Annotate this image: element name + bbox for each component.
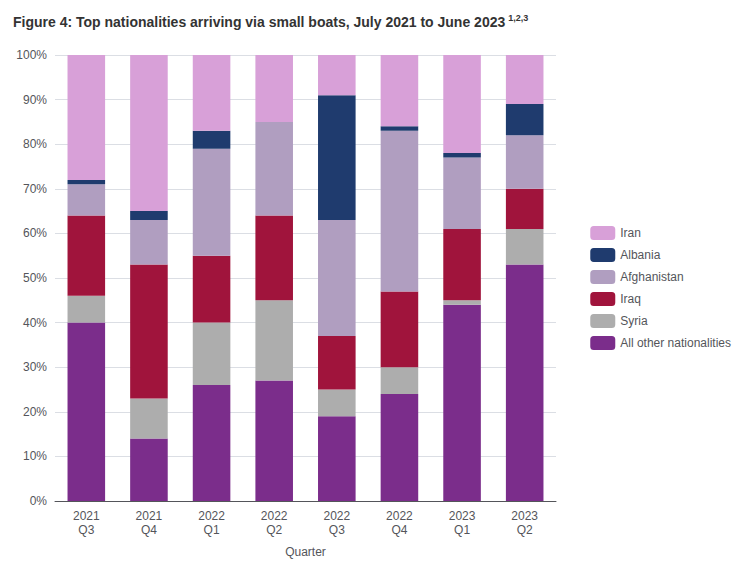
- svg-text:30%: 30%: [23, 360, 47, 374]
- svg-text:0%: 0%: [30, 494, 48, 508]
- svg-text:90%: 90%: [23, 93, 47, 107]
- svg-text:Syria: Syria: [620, 314, 648, 328]
- svg-text:2022: 2022: [386, 509, 413, 523]
- svg-text:Q4: Q4: [391, 523, 407, 537]
- svg-text:Albania: Albania: [620, 248, 660, 262]
- svg-text:Q3: Q3: [78, 523, 94, 537]
- svg-text:100%: 100%: [16, 48, 47, 62]
- svg-text:20%: 20%: [23, 405, 47, 419]
- svg-text:10%: 10%: [23, 449, 47, 463]
- svg-text:2021: 2021: [136, 509, 163, 523]
- svg-text:All other nationalities: All other nationalities: [620, 336, 731, 350]
- svg-text:60%: 60%: [23, 226, 47, 240]
- svg-text:2021: 2021: [73, 509, 100, 523]
- svg-text:Quarter: Quarter: [285, 545, 326, 559]
- svg-text:Iraq: Iraq: [620, 292, 641, 306]
- svg-text:2023: 2023: [511, 509, 538, 523]
- svg-text:1,2,3: 1,2,3: [508, 13, 528, 23]
- svg-text:Q3: Q3: [329, 523, 345, 537]
- svg-text:Iran: Iran: [620, 226, 641, 240]
- svg-text:Q4: Q4: [141, 523, 157, 537]
- svg-text:Figure 4: Top nationalities ar: Figure 4: Top nationalities arriving via…: [13, 14, 505, 30]
- svg-text:Afghanistan: Afghanistan: [620, 270, 683, 284]
- svg-text:50%: 50%: [23, 271, 47, 285]
- svg-text:2022: 2022: [323, 509, 350, 523]
- svg-text:Q1: Q1: [204, 523, 220, 537]
- svg-text:80%: 80%: [23, 137, 47, 151]
- svg-text:Q1: Q1: [454, 523, 470, 537]
- svg-text:Q2: Q2: [517, 523, 533, 537]
- svg-text:Q2: Q2: [266, 523, 282, 537]
- svg-text:40%: 40%: [23, 316, 47, 330]
- svg-text:2022: 2022: [198, 509, 225, 523]
- svg-text:70%: 70%: [23, 182, 47, 196]
- svg-text:2022: 2022: [261, 509, 288, 523]
- svg-text:2023: 2023: [449, 509, 476, 523]
